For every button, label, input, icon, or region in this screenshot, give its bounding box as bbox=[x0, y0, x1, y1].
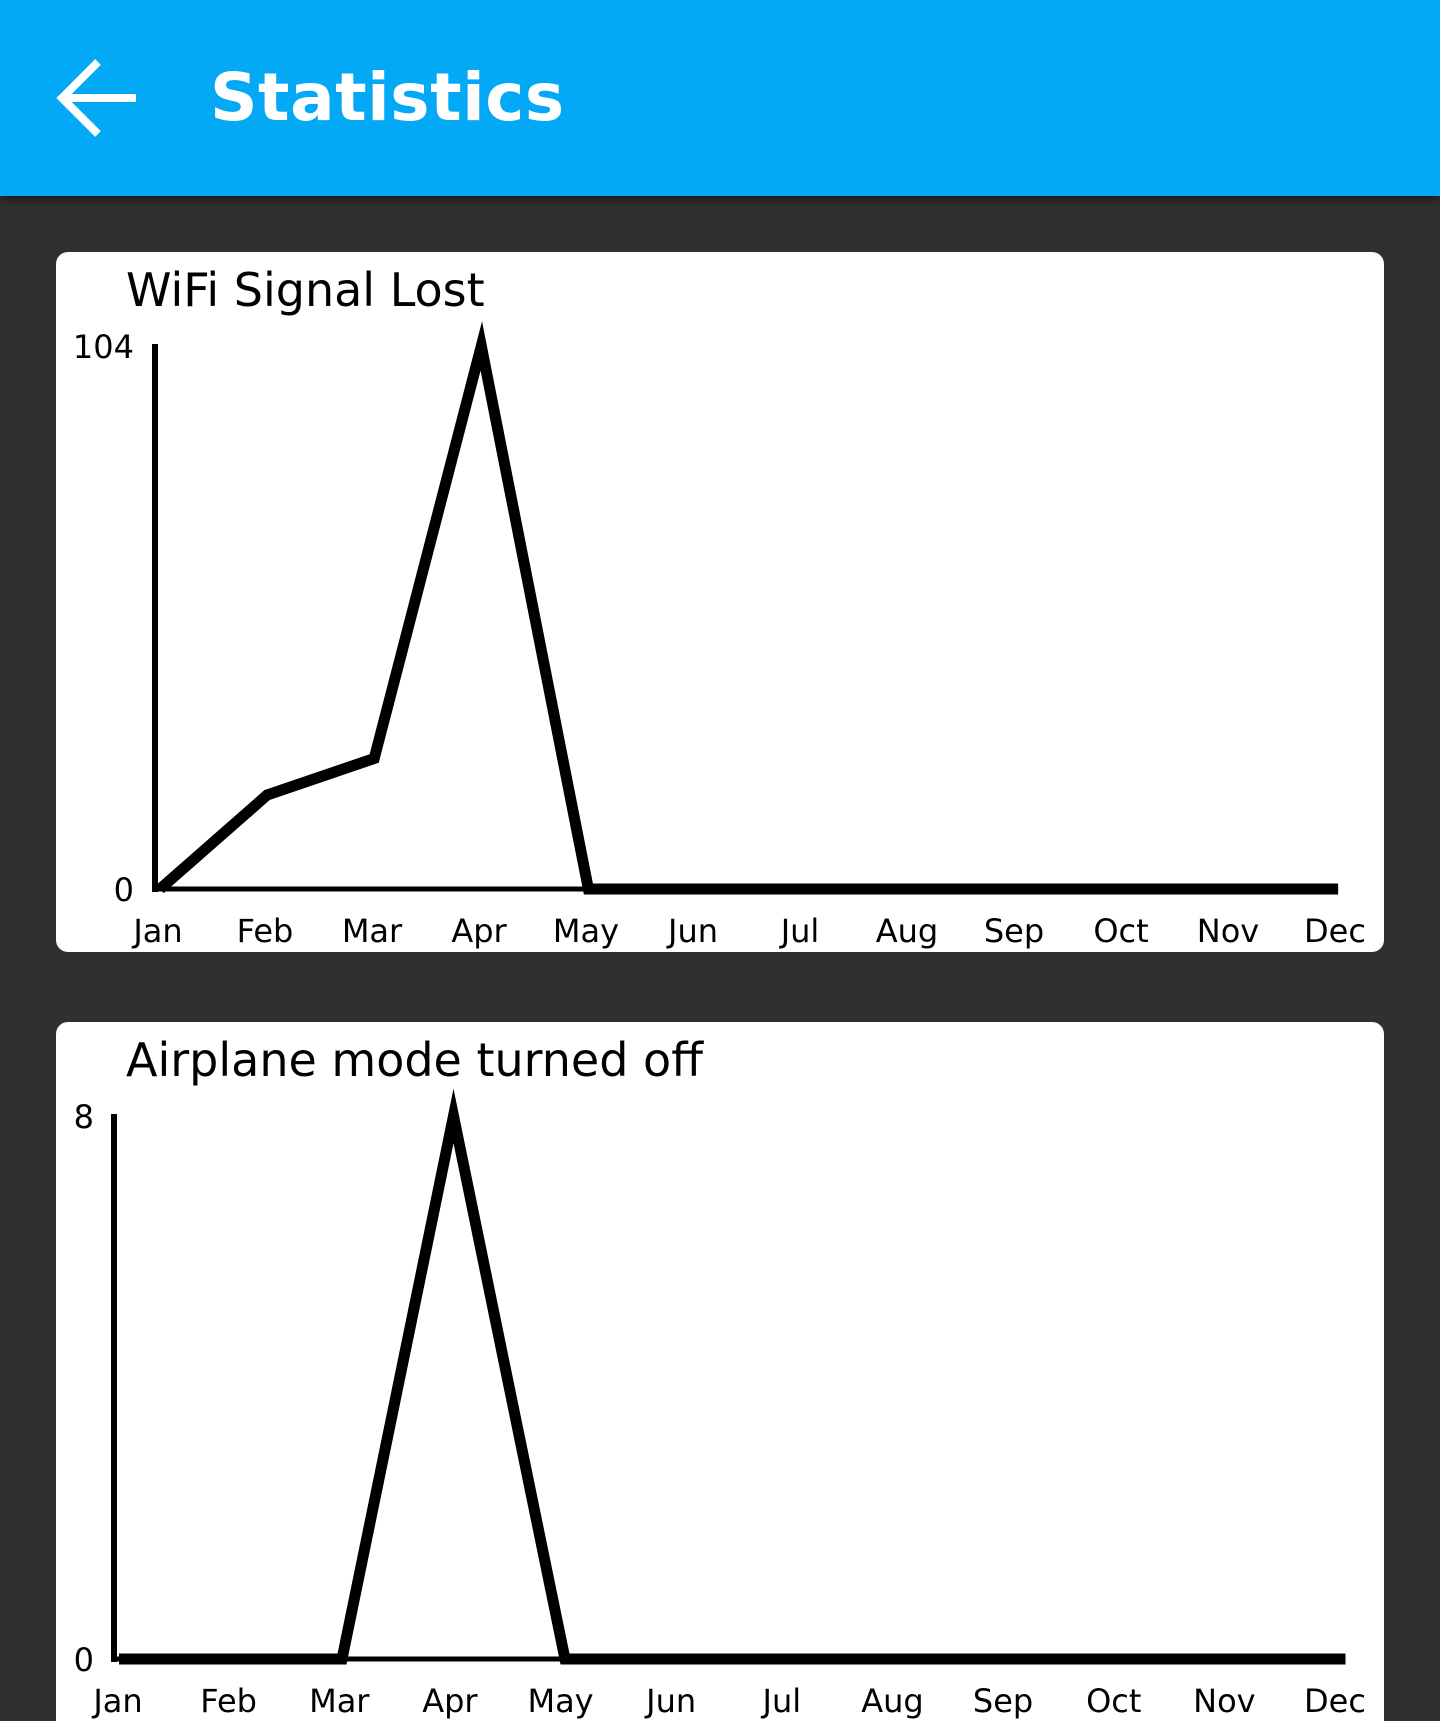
x-tick-label: Nov bbox=[1193, 1682, 1255, 1720]
y-tick-label: 0 bbox=[114, 871, 134, 909]
y-tick-label: 0 bbox=[74, 1641, 94, 1679]
x-tick-label: Mar bbox=[309, 1682, 370, 1720]
x-tick-label: Jul bbox=[779, 912, 820, 950]
airplane-mode-turned-off-chart: 0 8 Jan Feb Mar Apr May Jun Jul Aug Sep Oct Nov Dec bbox=[74, 1088, 1366, 1720]
x-tick-label: Mar bbox=[342, 912, 403, 950]
arrow-left-icon bbox=[56, 59, 136, 137]
x-tick-label: Oct bbox=[1093, 912, 1148, 950]
x-tick-label: May bbox=[527, 1682, 593, 1720]
back-button[interactable] bbox=[48, 48, 148, 148]
x-tick-label: Sep bbox=[984, 912, 1044, 950]
x-tick-label: Jan bbox=[91, 1682, 142, 1720]
y-tick-label: 8 bbox=[74, 1098, 94, 1136]
series-line bbox=[156, 321, 1339, 895]
x-tick-label: Dec bbox=[1304, 912, 1366, 950]
x-tick-label: May bbox=[553, 912, 619, 950]
chart-card-airplane-mode-turned-off: Airplane mode turned off 0 8 Jan Feb Mar Apr M… bbox=[56, 1022, 1384, 1721]
page-title: Statistics bbox=[210, 59, 565, 136]
series-line bbox=[119, 1088, 1346, 1665]
x-tick-label: Jul bbox=[761, 1682, 802, 1720]
x-tick-label: Apr bbox=[422, 1682, 478, 1720]
x-tick-label: Aug bbox=[876, 912, 938, 950]
x-tick-label: Jan bbox=[131, 912, 182, 950]
x-tick-label: Apr bbox=[451, 912, 507, 950]
x-tick-label: Jun bbox=[666, 912, 718, 950]
y-tick-label: 104 bbox=[73, 328, 134, 366]
x-tick-label: Aug bbox=[861, 1682, 923, 1720]
wifi-signal-lost-chart: 0 104 Jan Feb Mar Apr May Jun Jul Aug Sep Oct Nov Dec bbox=[73, 321, 1366, 950]
chart-title: WiFi Signal Lost bbox=[126, 263, 485, 317]
x-tick-label: Nov bbox=[1197, 912, 1259, 950]
chart-card-wifi-signal-lost: WiFi Signal Lost 0 104 Jan Feb Mar Apr May Jun J… bbox=[56, 252, 1384, 952]
chart-title: Airplane mode turned off bbox=[126, 1033, 703, 1087]
x-tick-label: Dec bbox=[1304, 1682, 1366, 1720]
x-tick-label: Feb bbox=[237, 912, 294, 950]
x-tick-label: Sep bbox=[973, 1682, 1033, 1720]
x-tick-label: Oct bbox=[1086, 1682, 1141, 1720]
x-tick-label: Feb bbox=[200, 1682, 257, 1720]
app-bar: Statistics bbox=[0, 0, 1440, 196]
x-tick-label: Jun bbox=[644, 1682, 696, 1720]
